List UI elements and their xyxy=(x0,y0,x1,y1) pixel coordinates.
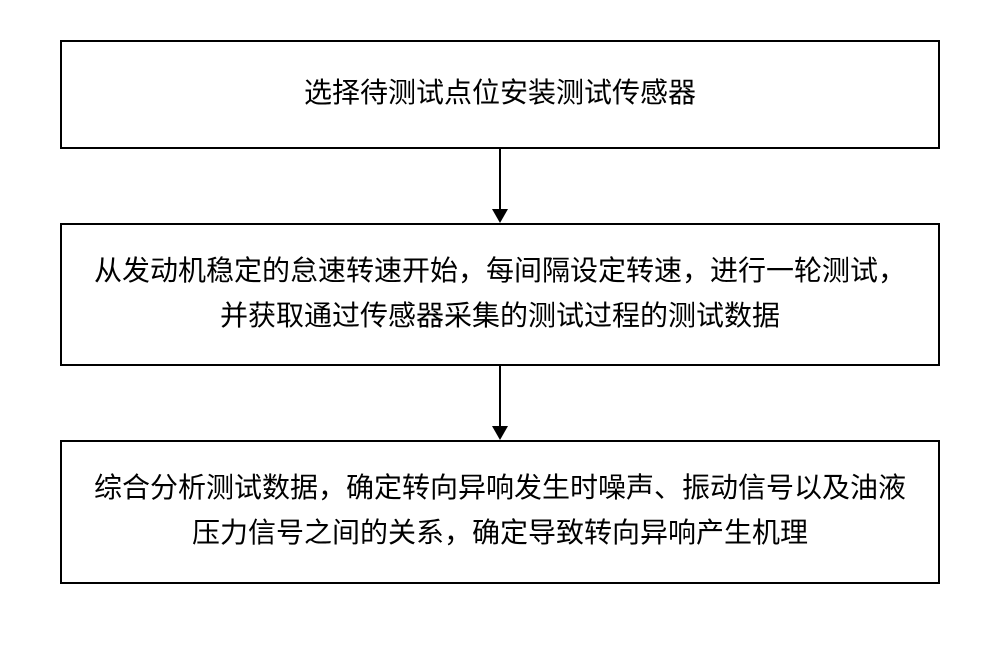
step-1-text: 选择待测试点位安装测试传感器 xyxy=(304,72,696,117)
flowchart-step-2: 从发动机稳定的怠速转速开始，每间隔设定转速，进行一轮测试，并获取通过传感器采集的… xyxy=(60,223,940,367)
arrow-1 xyxy=(492,149,508,223)
flowchart-step-3: 综合分析测试数据，确定转向异响发生时噪声、振动信号以及油液压力信号之间的关系，确… xyxy=(60,440,940,584)
arrow-1-line xyxy=(499,149,501,209)
arrow-2-line xyxy=(499,366,501,426)
step-3-text: 综合分析测试数据，确定转向异响发生时噪声、振动信号以及油液压力信号之间的关系，确… xyxy=(92,467,908,557)
arrow-2 xyxy=(492,366,508,440)
arrow-1-head xyxy=(492,209,508,223)
step-2-text: 从发动机稳定的怠速转速开始，每间隔设定转速，进行一轮测试，并获取通过传感器采集的… xyxy=(92,250,908,340)
flowchart-step-1: 选择待测试点位安装测试传感器 xyxy=(60,40,940,149)
arrow-2-head xyxy=(492,426,508,440)
